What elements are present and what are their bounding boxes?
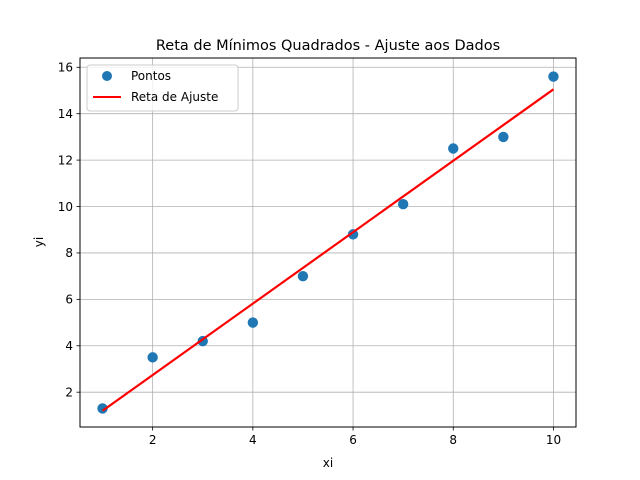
x-tick-label: 4 bbox=[249, 433, 257, 447]
y-tick-label: 14 bbox=[58, 107, 73, 121]
legend-marker-pontos bbox=[102, 71, 112, 81]
y-tick-label: 4 bbox=[65, 339, 73, 353]
legend-label-pontos: Pontos bbox=[131, 69, 171, 83]
scatter-point bbox=[247, 317, 259, 328]
fit-line bbox=[101, 88, 555, 412]
x-tick-label: 10 bbox=[546, 433, 561, 447]
x-tick-label: 2 bbox=[149, 433, 157, 447]
chart-title: Reta de Mínimos Quadrados - Ajuste aos D… bbox=[156, 38, 500, 54]
y-axis-label: yi bbox=[32, 237, 46, 247]
y-tick-label: 12 bbox=[58, 153, 73, 167]
x-axis-label: xi bbox=[323, 456, 333, 470]
legend-label-reta-de-ajuste: Reta de Ajuste bbox=[131, 90, 218, 104]
plot-area bbox=[80, 58, 576, 427]
scatter-point bbox=[147, 352, 158, 363]
axis-ticks: 2 4 6 8 10 2 4 6 8 10 12 14 16 bbox=[58, 61, 561, 447]
chart-marks bbox=[97, 71, 559, 414]
y-tick-label: 16 bbox=[58, 61, 73, 75]
y-tick-label: 2 bbox=[65, 385, 73, 399]
scatter-point bbox=[297, 270, 309, 282]
y-tick-label: 8 bbox=[65, 246, 73, 260]
legend: Pontos Reta de Ajuste bbox=[86, 64, 239, 112]
x-tick-label: 8 bbox=[449, 433, 457, 447]
y-tick-label: 6 bbox=[65, 293, 73, 307]
legend-box bbox=[86, 64, 239, 112]
scatter-point bbox=[97, 403, 108, 414]
scatter-point bbox=[548, 71, 559, 82]
y-tick-label: 10 bbox=[58, 200, 73, 214]
scatter-point bbox=[448, 143, 459, 154]
scatter-point bbox=[397, 199, 409, 210]
plot-frame bbox=[79, 57, 577, 428]
x-tick-label: 6 bbox=[349, 433, 357, 447]
scatter-point bbox=[347, 229, 359, 240]
scatter-point bbox=[498, 131, 509, 143]
